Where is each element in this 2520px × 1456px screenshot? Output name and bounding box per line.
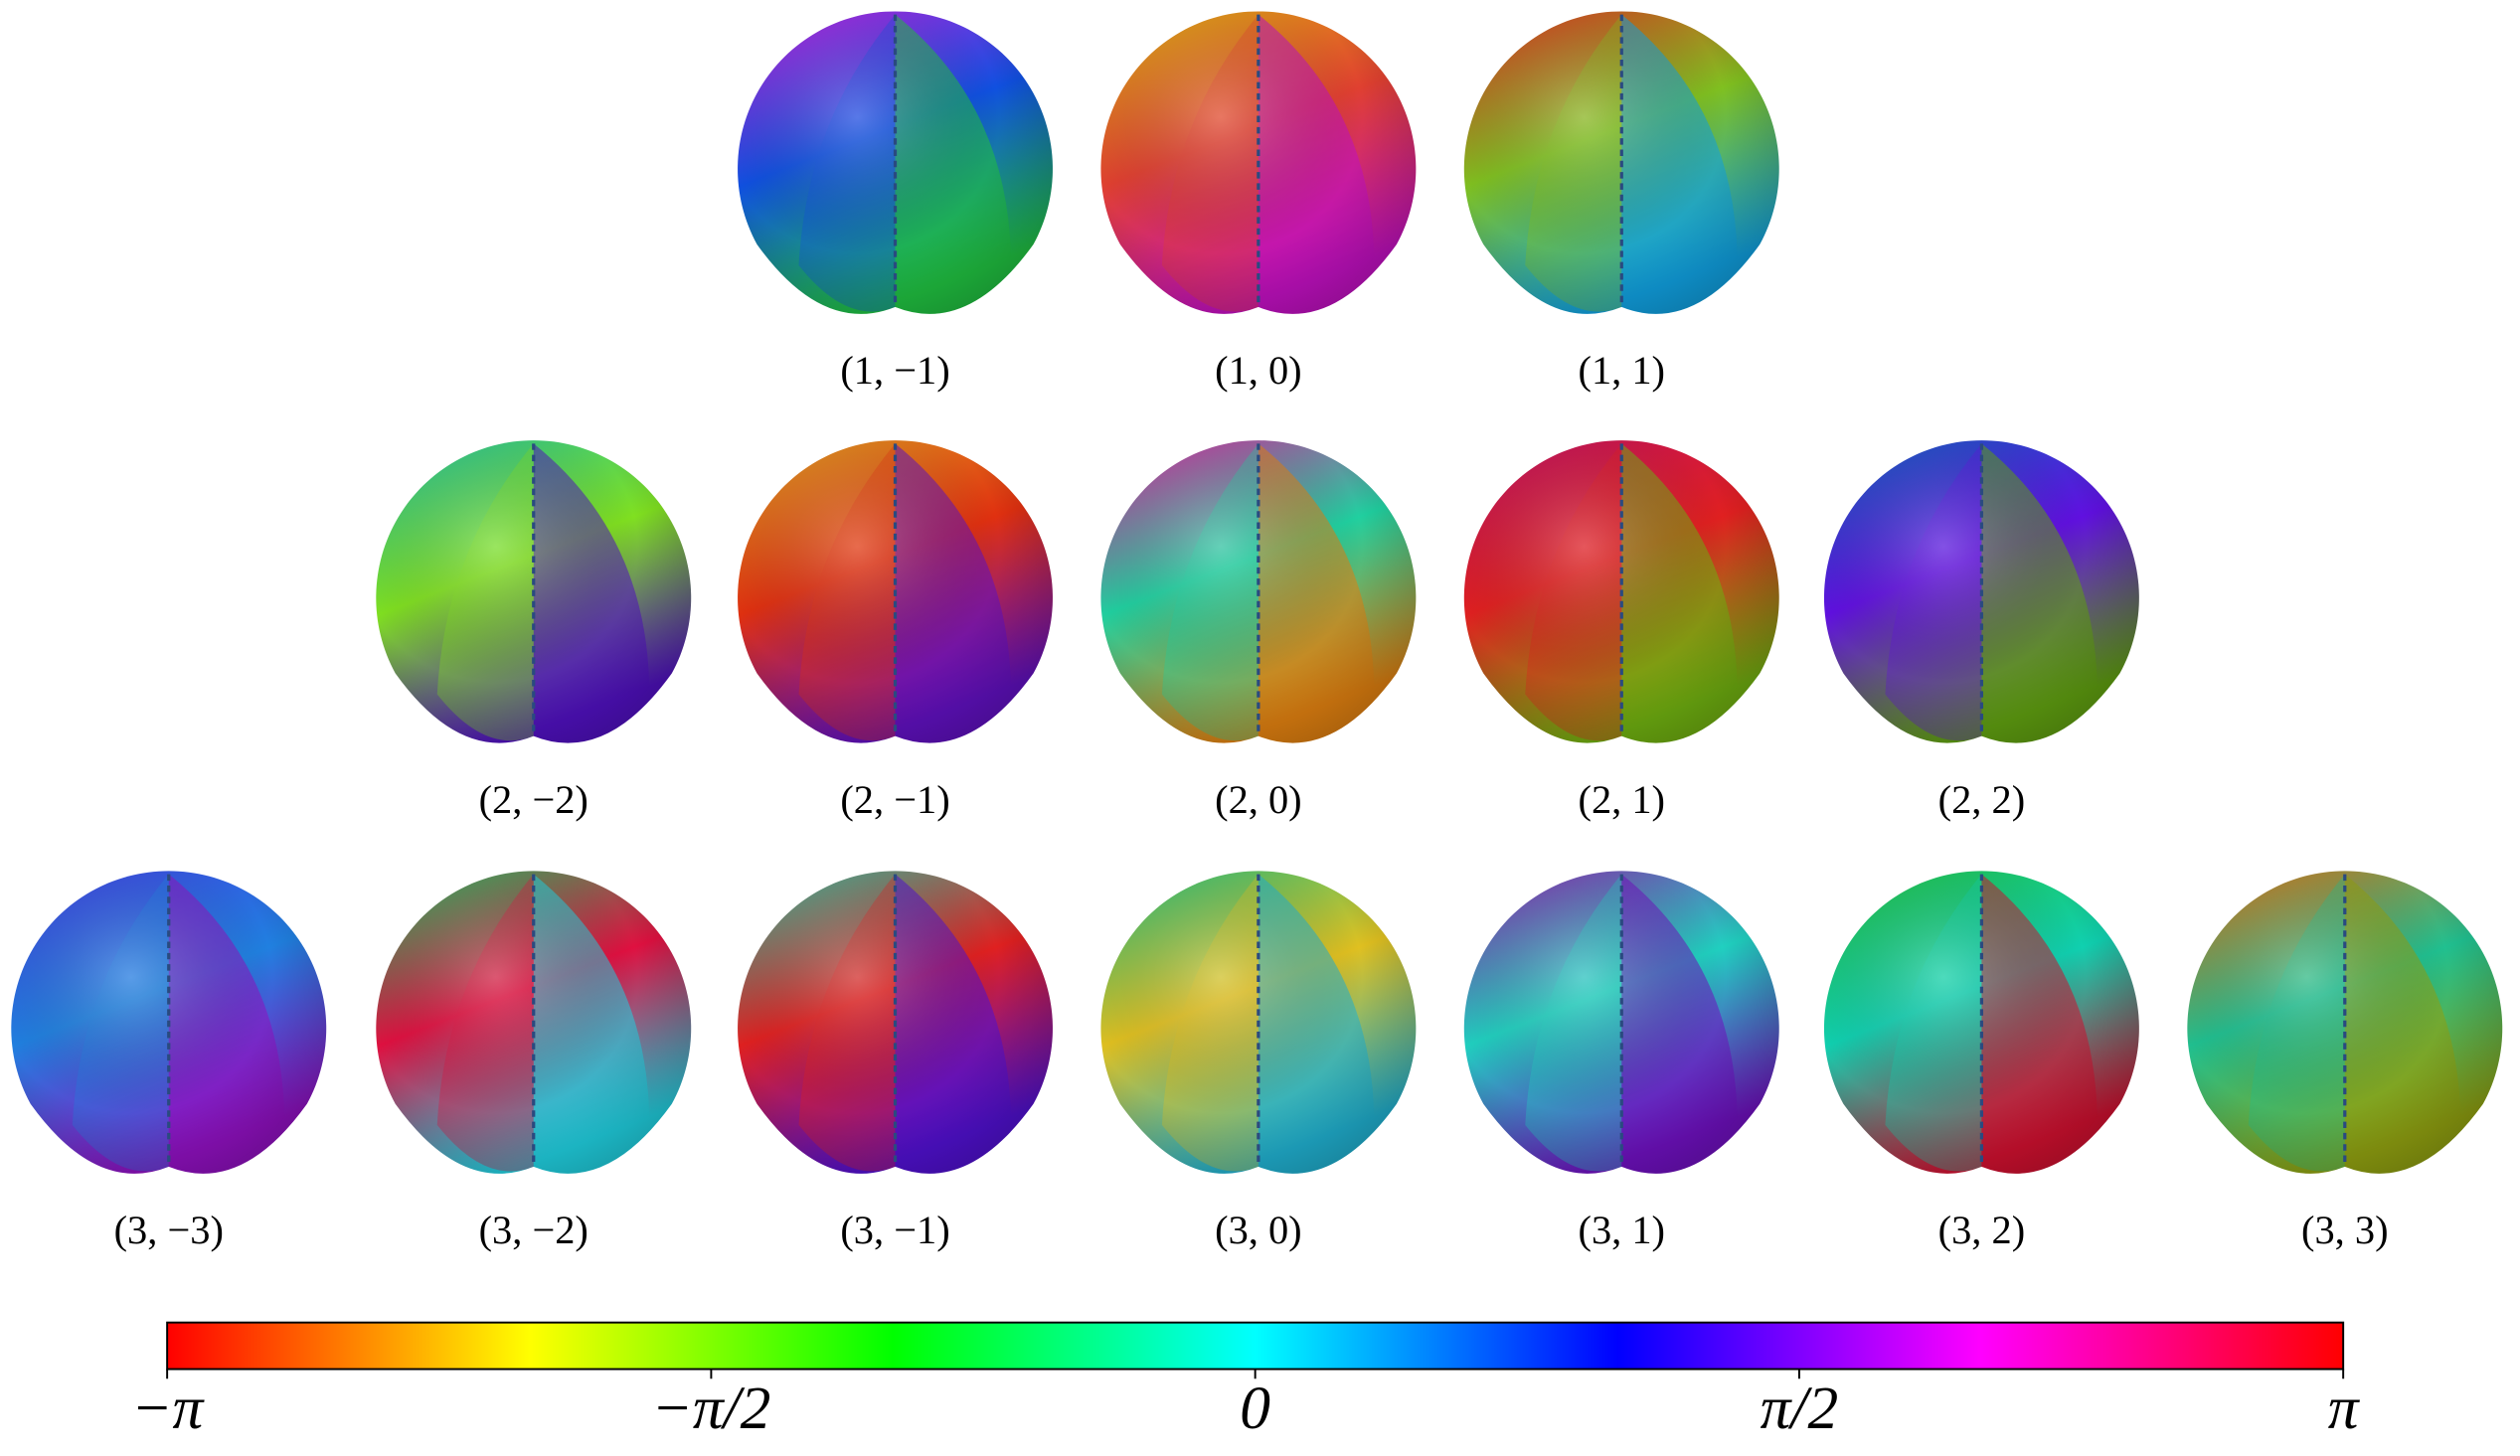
panel-label: (1, −1): [840, 348, 949, 393]
panel-label: (1, 0): [1215, 348, 1302, 393]
panel-label: (3, −3): [114, 1208, 224, 1252]
panel-label: (3, 0): [1215, 1208, 1302, 1252]
tick-label: −π: [131, 1375, 205, 1442]
panel-label: (3, 1): [1578, 1208, 1665, 1252]
panel-label: (3, −2): [479, 1208, 588, 1252]
panel-label: (2, 0): [1215, 777, 1302, 822]
panel-label: (1, 1): [1578, 348, 1665, 393]
panel-label: (2, 1): [1578, 777, 1665, 822]
panel-label: (3, 3): [2301, 1208, 2389, 1252]
tick-label: −π/2: [651, 1375, 770, 1442]
panel-label: (3, −1): [840, 1208, 949, 1252]
panel-label: (2, 2): [1938, 777, 2026, 822]
panel-label: (2, −1): [840, 777, 949, 822]
tick-label: π/2: [1761, 1375, 1839, 1442]
tick-label: 0: [1240, 1375, 1270, 1442]
tick-label: π: [2328, 1375, 2361, 1442]
panel-label: (2, −2): [479, 777, 588, 822]
panel-label: (3, 2): [1938, 1208, 2026, 1252]
colorbar: [166, 1321, 2345, 1371]
